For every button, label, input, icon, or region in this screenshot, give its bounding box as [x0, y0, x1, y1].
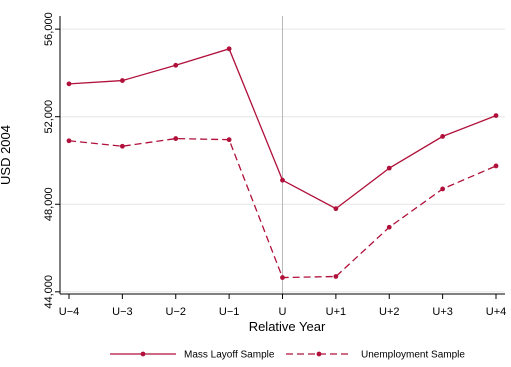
x-tick-label: U+4	[486, 306, 507, 318]
x-axis-ticks: U−4 U−3 U−2 U−1 U U+1 U+2 U+3 U+4	[59, 294, 507, 318]
x-axis-title: Relative Year	[249, 319, 326, 334]
series-lines	[66, 46, 499, 280]
data-point	[493, 163, 499, 169]
x-tick-label: U−4	[59, 306, 80, 318]
data-point	[440, 186, 446, 192]
y-tick-label: 48,000	[43, 187, 55, 221]
data-point	[280, 177, 285, 183]
data-point	[173, 136, 179, 141]
x-tick-label: U+3	[432, 306, 453, 318]
data-point	[333, 274, 339, 279]
data-point	[226, 137, 232, 143]
data-point	[493, 113, 499, 118]
x-tick-label: U+2	[379, 306, 400, 318]
x-tick-label: U−2	[166, 306, 187, 318]
data-point	[386, 224, 392, 230]
x-tick-label: U	[279, 306, 287, 318]
data-point	[119, 78, 125, 83]
data-point	[440, 133, 446, 139]
y-tick-label: 52,000	[43, 100, 55, 134]
y-tick-label: 56,000	[43, 12, 55, 46]
x-tick-label: U+1	[326, 306, 347, 318]
data-point	[333, 206, 339, 212]
x-tick-label: U−1	[219, 306, 240, 318]
legend-marker	[316, 351, 322, 357]
data-point	[119, 143, 125, 149]
y-axis-ticks: 44,000 48,000 52,000 56,000	[43, 12, 60, 309]
x-tick-label: U−3	[112, 306, 133, 318]
data-point	[280, 275, 285, 280]
data-point	[226, 46, 232, 52]
data-point	[66, 81, 72, 87]
data-point	[386, 165, 392, 171]
data-point	[66, 138, 72, 144]
legend-label: Unemployment Sample	[361, 350, 465, 361]
data-point	[173, 62, 179, 68]
legend-label: Mass Layoff Sample	[184, 350, 275, 361]
legend: Mass Layoff Sample Unemployment Sample	[110, 350, 465, 361]
y-tick-label: 44,000	[43, 275, 55, 309]
legend-marker	[140, 351, 146, 357]
y-axis-title: USD 2004	[0, 125, 13, 185]
